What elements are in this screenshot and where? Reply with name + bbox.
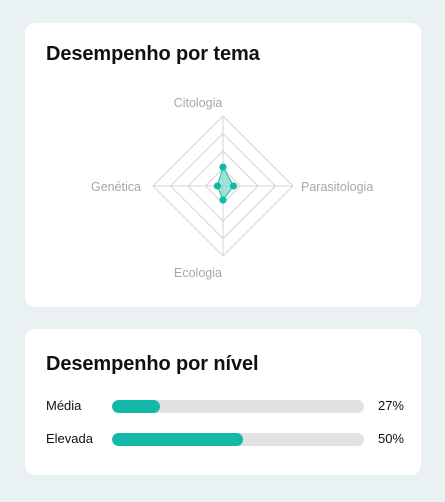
theme-card-title: Desempenho por tema [46,43,260,65]
theme-performance-card: Desempenho por tema Citologia Parasitolo… [25,23,421,307]
level-progress-fill [112,433,244,446]
level-progress-track [112,400,364,413]
axis-label-citologia: Citologia [174,96,223,110]
radar-point-citologia [219,163,227,171]
level-label: Média [46,398,82,413]
level-progress-track [112,433,364,446]
radar-point-genética [213,182,221,190]
level-percent: 27% [377,398,404,413]
level-performance-card: Desempenho por nível Média 27% Elevada 5… [25,329,421,475]
level-row-elevada: Elevada 50% [46,431,404,447]
level-progress-fill [112,400,160,413]
radar-point-parasitologia [229,182,238,190]
level-label: Elevada [46,431,93,446]
radar-points [213,163,238,204]
level-row-media: Média 27% [46,398,404,414]
axis-label-parasitologia: Parasitologia [301,180,373,194]
axis-label-genetica: Genética [91,180,141,194]
level-percent: 50% [377,431,404,446]
level-card-title: Desempenho por nível [46,353,259,375]
axis-label-ecologia: Ecologia [174,266,222,280]
theme-radar-chart: Citologia Parasitologia Ecologia Genétic… [91,96,373,280]
radar-point-ecologia [219,196,227,204]
